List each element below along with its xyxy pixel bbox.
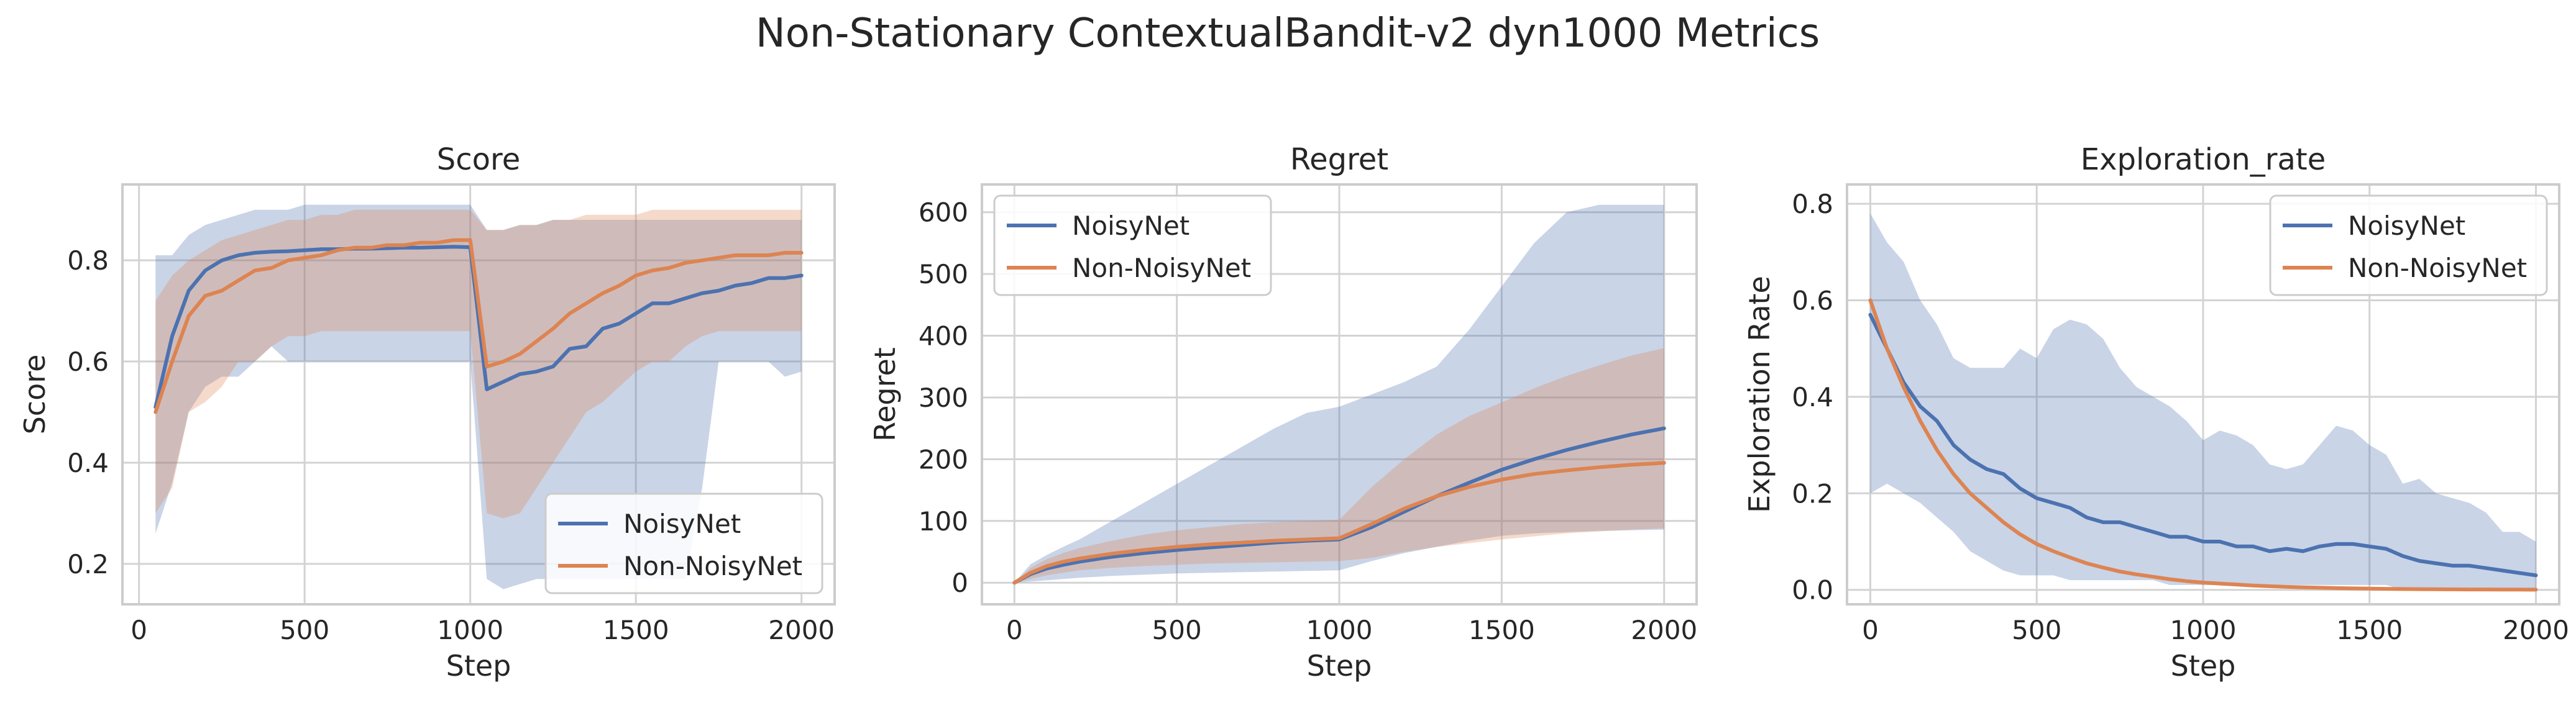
y-tick-label: 0.4 (67, 448, 109, 478)
x-tick-label: 1000 (437, 615, 503, 645)
y-tick-label: 600 (919, 198, 968, 228)
series-line-non-noisynet (154, 238, 804, 414)
confidence-band-non-noisynet (1014, 348, 1664, 583)
series-line-non-noisynet (1012, 461, 1666, 585)
x-tick-label: 500 (280, 615, 329, 645)
regret-panel: 0 500 1000 1500 2000 0 100 200 300 400 500 600 Regre… (868, 142, 1698, 683)
legend-label-non-noisynet: Non-NoisyNet (2348, 253, 2527, 283)
x-axis-label: Step (1307, 649, 1372, 683)
y-tick-label: 500 (919, 259, 968, 289)
y-tick-label: 0.0 (1792, 575, 1833, 606)
x-tick-label: 0 (1006, 615, 1023, 645)
y-tick-label: 0.4 (1792, 382, 1833, 412)
y-tick-label: 200 (919, 444, 968, 475)
legend-label-noisynet: NoisyNet (2348, 211, 2465, 241)
y-tick-label: 0 (951, 568, 968, 598)
y-tick-label: 0.8 (1792, 189, 1833, 219)
legend-label-non-noisynet: Non-NoisyNet (1072, 253, 1251, 283)
plot-frame (981, 183, 1698, 606)
legend-label-noisynet: NoisyNet (1072, 211, 1189, 241)
x-tick-label: 0 (1862, 615, 1879, 645)
series-line-noisynet (154, 245, 804, 409)
score-panel: 0 500 1000 1500 2000 0.2 0.4 0.6 0.8 Score Step Sco… (18, 142, 836, 683)
confidence-band-noisynet (1870, 213, 2536, 590)
y-tick-label: 100 (919, 506, 968, 537)
legend-box (544, 493, 823, 594)
panel-title: Regret (1290, 142, 1388, 177)
x-tick-label: 500 (1152, 615, 1202, 645)
x-tick-label: 1500 (603, 615, 669, 645)
x-tick-label: 1000 (1306, 615, 1373, 645)
legend-label-noisynet: NoisyNet (623, 509, 741, 539)
y-tick-label: 400 (919, 321, 968, 352)
x-axis-label: Step (446, 649, 511, 683)
x-tick-label: 500 (2012, 615, 2061, 645)
x-tick-label: 2000 (1631, 615, 1697, 645)
legend-label-non-noisynet: Non-NoisyNet (623, 551, 802, 581)
exploration-rate-panel: 0 500 1000 1500 2000 0.0 0.2 0.4 0.6 0.8 Explorati… (1743, 142, 2569, 683)
x-tick-label: 2000 (2503, 615, 2569, 645)
confidence-band-non-noisynet (155, 209, 802, 519)
x-tick-label: 2000 (768, 615, 835, 645)
legend-box (993, 194, 1272, 296)
legend: NoisyNet Non-NoisyNet (2269, 194, 2548, 296)
plot-frame (1846, 183, 2560, 606)
confidence-band-noisynet (1014, 204, 1664, 583)
series-line-non-noisynet (1868, 298, 2538, 592)
y-tick-label: 0.6 (67, 347, 109, 377)
y-tick-label: 0.2 (67, 549, 109, 579)
plot-frame (121, 183, 836, 606)
figure-title: Non-Stationary ContextualBandit-v2 dyn10… (756, 11, 1820, 57)
legend-box (2269, 194, 2548, 296)
panel-title: Score (437, 142, 520, 177)
y-tick-label: 0.2 (1792, 478, 1833, 509)
legend: NoisyNet Non-NoisyNet (993, 194, 1272, 296)
y-tick-label: 300 (919, 383, 968, 413)
series-line-noisynet (1868, 312, 2538, 578)
x-tick-label: 1000 (2170, 615, 2237, 645)
y-tick-label: 0.8 (67, 245, 109, 276)
x-axis-label: Step (2171, 649, 2236, 683)
y-axis-label: Exploration Rate (1743, 276, 1776, 513)
legend: NoisyNet Non-NoisyNet (544, 493, 823, 594)
x-tick-label: 0 (131, 615, 147, 645)
y-axis-label: Score (18, 355, 52, 435)
panel-title: Exploration_rate (2081, 142, 2326, 177)
y-axis-label: Regret (868, 347, 902, 442)
y-tick-label: 0.6 (1792, 285, 1833, 316)
x-tick-label: 1500 (2336, 615, 2403, 645)
x-tick-label: 1500 (1469, 615, 1535, 645)
